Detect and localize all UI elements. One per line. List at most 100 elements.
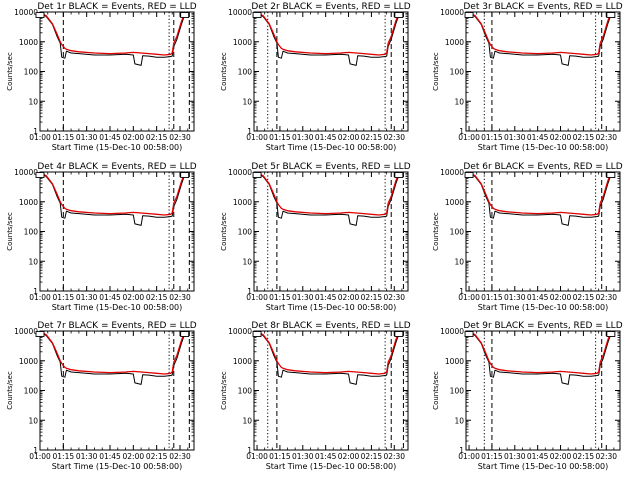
- chart-5-xlabel: Start Time (15-Dec-10 00:58:00): [266, 303, 397, 312]
- chart-9-ytick-label: 1: [459, 446, 464, 455]
- chart-5-panel: Det 5r BLACK = Events, RED = LLD Counts/s…: [220, 162, 411, 312]
- chart-7-series-lld-line: [39, 330, 187, 375]
- chart-6-xtick-label: 01:30: [504, 293, 526, 302]
- chart-3-ytick-label: 100: [450, 68, 465, 77]
- chart-2-top-marker: [252, 12, 262, 18]
- chart-5-xtick-label: 01:15: [269, 293, 291, 302]
- chart-2-xtick-label: 02:30: [383, 133, 405, 142]
- chart-2-ytick-label: 100: [238, 68, 253, 77]
- chart-6-xtick-label: 02:15: [573, 293, 595, 302]
- chart-2-top-marker: [394, 12, 404, 18]
- chart-1-xtick-label: 01:15: [53, 133, 75, 142]
- chart-7-ylabel: Counts/sec: [6, 371, 14, 410]
- chart-6-top-marker: [464, 172, 474, 178]
- chart-7-ytick-label: 10: [28, 416, 38, 425]
- chart-5-ytick-label: 10: [242, 257, 252, 266]
- chart-3-ytick-label: 1: [459, 127, 464, 136]
- chart-9-xtick-label: 02:00: [550, 452, 572, 461]
- chart-3-ylabel: Counts/sec: [432, 52, 440, 91]
- chart-8-ylabel: Counts/sec: [220, 371, 228, 410]
- chart-5-series-lld-line: [256, 171, 401, 216]
- chart-5-ytick-label: 10000: [228, 168, 252, 177]
- chart-8-xlabel: Start Time (15-Dec-10 00:58:00): [266, 462, 397, 471]
- chart-6-ytick-label: 10: [454, 257, 464, 266]
- chart-7-xtick-label: 01:15: [53, 452, 75, 461]
- chart-3-title: Det 3r BLACK = Events, RED = LLD: [463, 2, 622, 12]
- chart-9-xtick-label: 01:30: [504, 452, 526, 461]
- chart-8-ytick-label: 1: [247, 446, 252, 455]
- chart-2-xtick-label: 02:15: [361, 133, 383, 142]
- chart-5-xtick-label: 02:15: [361, 293, 383, 302]
- chart-1-xtick-label: 02:30: [169, 133, 191, 142]
- chart-9-xtick-label: 02:15: [573, 452, 595, 461]
- chart-2-title: Det 2r BLACK = Events, RED = LLD: [251, 2, 410, 12]
- chart-8-top-marker: [252, 331, 262, 337]
- chart-2-xtick-label: 01:30: [292, 133, 314, 142]
- chart-4-top-marker: [35, 172, 45, 178]
- chart-9-xtick-label: 01:15: [481, 452, 503, 461]
- chart-3-panel: Det 3r BLACK = Events, RED = LLD Counts/s…: [432, 2, 623, 152]
- chart-2-ylabel: Counts/sec: [220, 52, 228, 91]
- chart-6-series-events-line: [468, 172, 613, 226]
- chart-4-xtick-label: 01:30: [76, 293, 98, 302]
- chart-5-xtick-label: 02:00: [338, 293, 360, 302]
- chart-3-xlabel: Start Time (15-Dec-10 00:58:00): [478, 143, 609, 152]
- chart-7-title: Det 7r BLACK = Events, RED = LLD: [37, 321, 196, 331]
- chart-3-frame: [465, 11, 621, 132]
- chart-2-panel: Det 2r BLACK = Events, RED = LLD Counts/s…: [220, 2, 411, 152]
- chart-3-top-marker: [606, 12, 616, 18]
- chart-8-ytick-label: 10: [242, 416, 252, 425]
- chart-1-ylabel: Counts/sec: [6, 52, 14, 91]
- chart-4-ylabel: Counts/sec: [6, 212, 14, 251]
- chart-5-xtick-label: 01:00: [246, 293, 268, 302]
- chart-1-xtick-label: 02:15: [146, 133, 168, 142]
- chart-1-xtick-label: 01:00: [29, 133, 51, 142]
- chart-6-ytick-label: 100: [450, 228, 465, 237]
- chart-5-xtick-label: 01:30: [292, 293, 314, 302]
- chart-8-xtick-label: 01:00: [246, 452, 268, 461]
- chart-4-series-events-line: [39, 172, 187, 226]
- chart-4-title: Det 4r BLACK = Events, RED = LLD: [37, 162, 196, 172]
- chart-2-series-lld-line: [256, 11, 401, 56]
- chart-4-ytick-label: 1000: [19, 198, 38, 207]
- chart-7-xtick-label: 02:15: [146, 452, 168, 461]
- chart-3-ytick-label: 10: [454, 97, 464, 106]
- chart-3-xtick-label: 01:45: [527, 133, 549, 142]
- chart-9-xtick-label: 01:45: [527, 452, 549, 461]
- chart-6-series-lld-line: [468, 171, 613, 216]
- chart-5-xtick-label: 02:30: [383, 293, 405, 302]
- chart-8-series-lld-line: [256, 330, 401, 375]
- chart-4-ytick-label: 1: [33, 287, 38, 296]
- chart-2-series-events-line: [256, 12, 401, 66]
- chart-6-ytick-label: 1: [459, 287, 464, 296]
- chart-9-series-events-line: [468, 331, 613, 385]
- chart-9-xtick-label: 02:30: [595, 452, 617, 461]
- chart-5-title: Det 5r BLACK = Events, RED = LLD: [251, 162, 410, 172]
- chart-3-xtick-label: 01:30: [504, 133, 526, 142]
- chart-9-ytick-label: 1000: [445, 357, 464, 366]
- chart-4-xtick-label: 02:30: [169, 293, 191, 302]
- chart-7-top-marker: [180, 331, 190, 337]
- chart-3-top-marker: [464, 12, 474, 18]
- chart-4-ytick-label: 100: [24, 228, 39, 237]
- chart-8-ytick-label: 10000: [228, 327, 252, 336]
- chart-9-ytick-label: 10000: [440, 327, 464, 336]
- chart-4-top-marker: [180, 172, 190, 178]
- chart-7-xtick-label: 01:45: [99, 452, 121, 461]
- chart-4-xlabel: Start Time (15-Dec-10 00:58:00): [52, 303, 183, 312]
- chart-8-xtick-label: 02:15: [361, 452, 383, 461]
- chart-6-xtick-label: 01:45: [527, 293, 549, 302]
- chart-2-xlabel: Start Time (15-Dec-10 00:58:00): [266, 143, 397, 152]
- chart-4-xtick-label: 02:15: [146, 293, 168, 302]
- chart-9-title: Det 9r BLACK = Events, RED = LLD: [463, 321, 622, 331]
- chart-3-xtick-label: 02:00: [550, 133, 572, 142]
- chart-5-xtick-label: 01:45: [315, 293, 337, 302]
- chart-7-panel: Det 7r BLACK = Events, RED = LLD Counts/s…: [6, 321, 197, 471]
- chart-1-ytick-label: 1: [33, 127, 38, 136]
- chart-5-ytick-label: 1000: [233, 198, 252, 207]
- chart-1-ytick-label: 1000: [19, 38, 38, 47]
- chart-6-ytick-label: 10000: [440, 168, 464, 177]
- chart-1-xtick-label: 01:45: [99, 133, 121, 142]
- chart-8-xtick-label: 01:45: [315, 452, 337, 461]
